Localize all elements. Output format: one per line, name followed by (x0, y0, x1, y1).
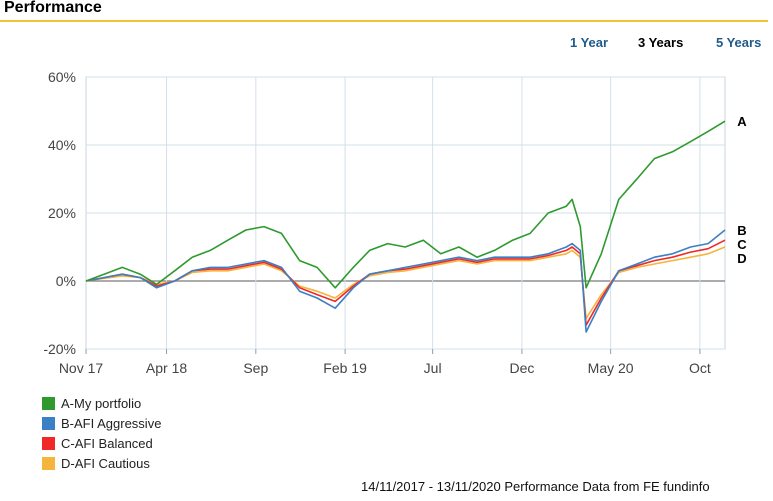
series-end-label-a: A (737, 114, 747, 129)
legend-item-b: B-AFI Aggressive (42, 413, 161, 433)
legend-label: B-AFI Aggressive (61, 415, 162, 431)
series-line-a (85, 120, 726, 289)
page-title: Performance (4, 0, 102, 16)
y-tick-label: 0% (56, 273, 76, 289)
period-1-year-button[interactable]: 1 Year (570, 35, 609, 50)
legend-label: D-AFI Cautious (61, 455, 150, 471)
x-tick-label: Dec (509, 360, 534, 376)
x-tick-label: Feb 19 (323, 360, 367, 376)
legend-label: C-AFI Balanced (61, 435, 153, 451)
series-end-label-b: B (737, 223, 746, 238)
chart-labels: -20% 0% 20% 40% 60% Nov 17 Apr 18 Sep Feb 19 Jul D… (43, 69, 747, 376)
legend-swatch (42, 456, 55, 470)
legend-swatch (42, 416, 55, 430)
chart-series (85, 120, 726, 333)
y-tick-label: 60% (48, 69, 76, 85)
chart-grid (85, 76, 726, 354)
x-tick-label: Sep (243, 360, 268, 376)
x-tick-label: May 20 (588, 360, 634, 376)
legend-swatch (42, 396, 55, 410)
legend-item-d: D-AFI Cautious (42, 453, 161, 473)
data-source-footer: 14/11/2017 - 13/11/2020 Performance Data… (361, 479, 710, 494)
period-5-years-button[interactable]: 5 Years (716, 35, 762, 50)
y-tick-label: 40% (48, 137, 76, 153)
title-divider (0, 20, 768, 22)
legend-swatch (42, 436, 55, 450)
x-tick-label: Apr 18 (146, 360, 187, 376)
y-tick-label: 20% (48, 205, 76, 221)
legend-item-a: A-My portfolio (42, 393, 161, 413)
series-end-label-c: C (737, 237, 747, 252)
y-tick-label: -20% (43, 341, 76, 357)
x-tick-label: Jul (424, 360, 442, 376)
x-tick-label: Nov 17 (59, 360, 104, 376)
performance-chart: -20% 0% 20% 40% 60% Nov 17 Apr 18 Sep Feb 19 Jul D… (43, 69, 747, 376)
series-line-b (85, 229, 726, 333)
chart-legend: A-My portfolio B-AFI Aggressive C-AFI Ba… (42, 393, 161, 473)
x-tick-label: Oct (689, 360, 711, 376)
period-3-years-button[interactable]: 3 Years (638, 35, 684, 50)
legend-item-c: C-AFI Balanced (42, 433, 161, 453)
legend-label: A-My portfolio (61, 395, 142, 411)
series-end-label-d: D (737, 251, 746, 266)
